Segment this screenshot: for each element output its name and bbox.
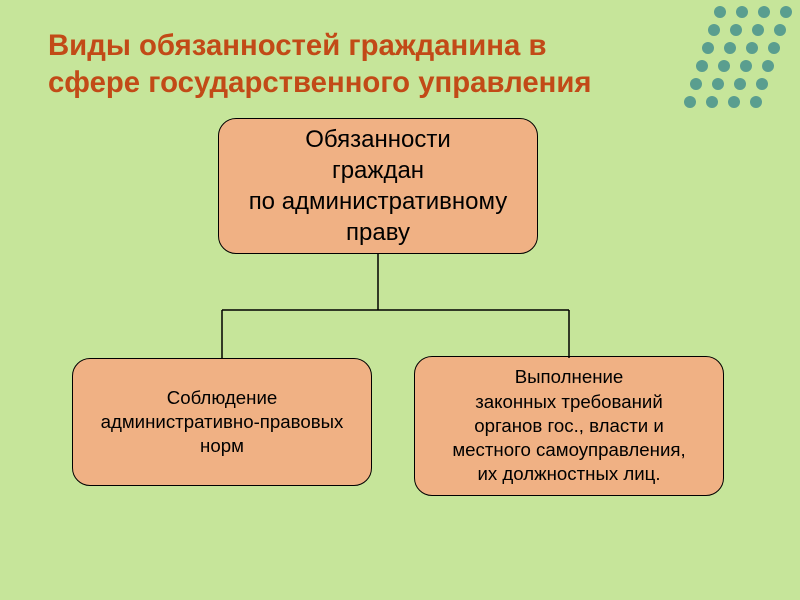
node-right: Выполнениезаконных требованийорганов гос… — [414, 356, 724, 496]
deco-dot — [740, 60, 752, 72]
node-line: граждан — [332, 155, 424, 186]
node-line: Выполнение — [515, 365, 624, 389]
deco-dot — [768, 42, 780, 54]
node-line: административно-правовых — [101, 410, 344, 434]
node-line: органов гос., власти и — [474, 414, 664, 438]
deco-dot — [684, 96, 696, 108]
deco-dot — [690, 78, 702, 90]
deco-dot — [750, 96, 762, 108]
deco-dot — [756, 78, 768, 90]
node-line: Обязанности — [305, 124, 451, 155]
deco-dot — [728, 96, 740, 108]
deco-dot — [736, 6, 748, 18]
deco-dot — [734, 78, 746, 90]
node-line: по административному — [249, 186, 508, 217]
node-left: Соблюдениеадминистративно-правовыхнорм — [72, 358, 372, 486]
deco-dot — [724, 42, 736, 54]
deco-dot — [702, 42, 714, 54]
slide-title: Виды обязанностей гражданина в сфере гос… — [48, 28, 592, 101]
node-line: законных требований — [475, 390, 663, 414]
decoration-dots — [684, 6, 792, 108]
title-line-1: Виды обязанностей гражданина в — [48, 29, 547, 62]
node-line: норм — [200, 434, 244, 458]
node-line: праву — [346, 217, 410, 248]
deco-dot — [714, 6, 726, 18]
node-line: Соблюдение — [167, 386, 278, 410]
deco-dot — [746, 42, 758, 54]
deco-dot — [752, 24, 764, 36]
deco-dot — [712, 78, 724, 90]
node-line: местного самоуправления, — [452, 438, 685, 462]
deco-dot — [706, 96, 718, 108]
deco-dot — [780, 6, 792, 18]
title-line-2: сфере государственного управления — [48, 66, 592, 99]
slide: Виды обязанностей гражданина в сфере гос… — [0, 0, 800, 600]
deco-dot — [708, 24, 720, 36]
deco-dot — [762, 60, 774, 72]
deco-dot — [758, 6, 770, 18]
deco-dot — [730, 24, 742, 36]
deco-dot — [696, 60, 708, 72]
node-root: Обязанностигражданпо административномупр… — [218, 118, 538, 254]
deco-dot — [718, 60, 730, 72]
node-line: их должностных лиц. — [477, 462, 660, 486]
deco-dot — [774, 24, 786, 36]
